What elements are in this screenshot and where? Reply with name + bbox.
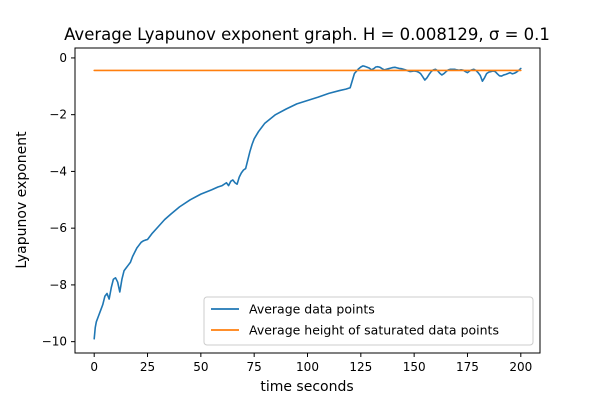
x-tick-label: 100 <box>296 360 319 374</box>
y-tick-label: −6 <box>49 221 67 235</box>
legend-box <box>203 296 534 346</box>
y-tick-label: −10 <box>42 335 67 349</box>
x-tick-label: 0 <box>90 360 98 374</box>
legend-label-average-data-points: Average data points <box>249 302 375 317</box>
y-tick-label: −2 <box>49 108 67 122</box>
x-tick-label: 150 <box>403 360 426 374</box>
x-tick-label: 200 <box>509 360 532 374</box>
x-tick-label: 25 <box>140 360 155 374</box>
y-tick-label: −4 <box>49 164 67 178</box>
chart-title: Average Lyapunov exponent graph. H = 0.0… <box>64 25 550 44</box>
x-tick-label: 75 <box>247 360 262 374</box>
y-axis-label: Lyapunov exponent <box>14 131 30 269</box>
plot-content <box>93 65 522 340</box>
x-axis-label: time seconds <box>260 379 353 395</box>
x-tick-label: 125 <box>349 360 372 374</box>
legend-label-saturated-height: Average height of saturated data points <box>249 323 499 338</box>
x-axis-ticks: 0 25 50 75 100 125 150 175 200 <box>90 353 532 374</box>
y-axis-ticks: 0 −2 −4 −6 −8 −10 <box>42 51 75 349</box>
legend: Average data points Average height of sa… <box>203 296 534 346</box>
y-tick-label: 0 <box>59 51 67 65</box>
x-tick-label: 50 <box>193 360 208 374</box>
x-tick-label: 175 <box>456 360 479 374</box>
y-tick-label: −8 <box>49 278 67 292</box>
plot-frame <box>74 47 541 354</box>
